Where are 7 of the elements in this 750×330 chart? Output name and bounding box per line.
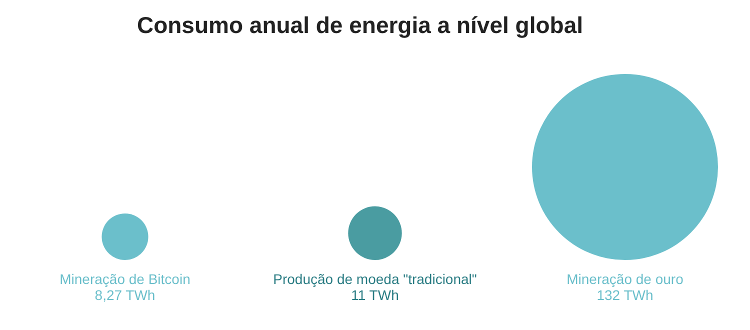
data-label: 132 TWh <box>596 286 654 303</box>
category-label: Mineração de ouro <box>566 270 684 287</box>
category-label: Mineração de Bitcoin <box>60 270 190 287</box>
text: Consumo anual de energia a nível global <box>136 12 584 39</box>
category-label: Produção de moeda "tradicional" <box>273 270 477 287</box>
data-label: 8,27 TWh <box>94 286 156 303</box>
data-label: 11 TWh <box>351 286 399 303</box>
